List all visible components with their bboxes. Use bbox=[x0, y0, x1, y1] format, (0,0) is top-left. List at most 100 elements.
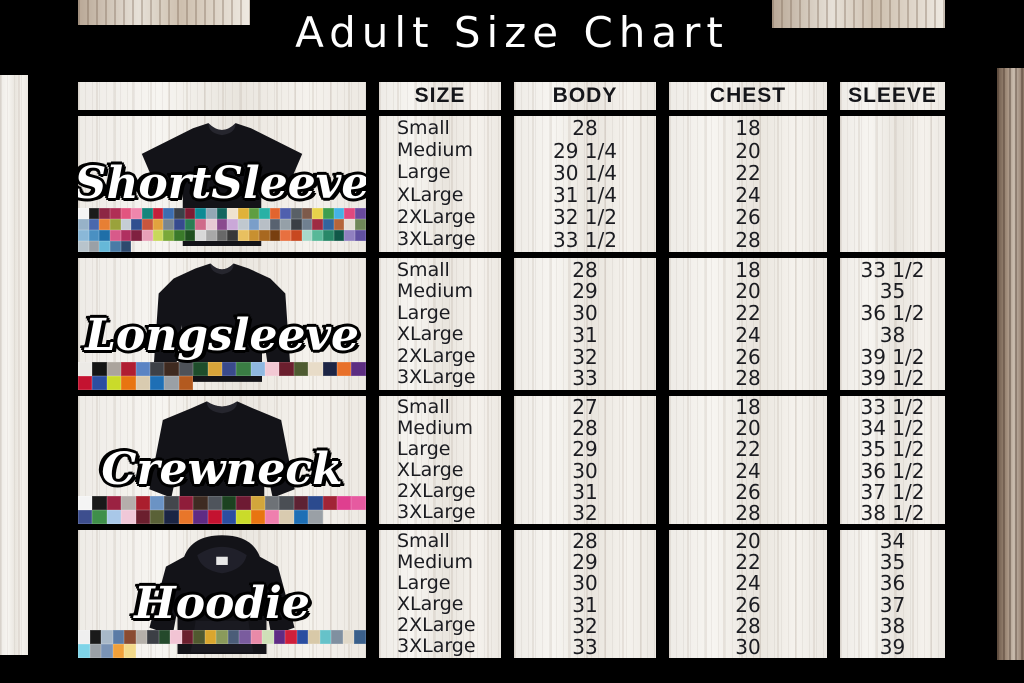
sleeve-value: 35 bbox=[879, 550, 906, 575]
color-swatch bbox=[78, 362, 93, 376]
shortsleeve-chest-cell: 18 20 22 24 26 28 bbox=[669, 116, 827, 252]
color-swatch bbox=[344, 219, 356, 230]
color-swatch bbox=[89, 630, 102, 644]
shortsleeve-sleeve-cell bbox=[840, 116, 945, 252]
longsleeve-size-cell: Small Medium Large XLarge 2XLarge 3XLarge bbox=[379, 258, 501, 390]
color-swatch bbox=[205, 230, 217, 241]
size-value: 3XLarge bbox=[397, 366, 476, 389]
swatch-row bbox=[78, 230, 366, 241]
color-swatch bbox=[280, 208, 292, 219]
size-value: Large bbox=[397, 301, 451, 324]
color-swatch bbox=[106, 496, 122, 510]
tshirt-image bbox=[141, 123, 303, 246]
size-value: Small bbox=[397, 530, 450, 552]
chest-value: 22 bbox=[735, 160, 761, 185]
color-swatch bbox=[250, 496, 266, 510]
color-swatch bbox=[121, 510, 136, 524]
body-value: 29 bbox=[572, 437, 598, 462]
page-title: Adult Size Chart bbox=[295, 7, 729, 57]
color-swatch bbox=[227, 630, 240, 644]
size-value: Medium bbox=[397, 280, 473, 303]
longsleeve-body-cell: 28 29 30 31 32 33 bbox=[514, 258, 656, 390]
color-swatch bbox=[92, 510, 107, 524]
swatch-row bbox=[78, 241, 366, 252]
color-swatch bbox=[273, 630, 286, 644]
color-swatch bbox=[88, 208, 100, 219]
color-swatch bbox=[120, 241, 132, 252]
size-value: XLarge bbox=[397, 323, 464, 346]
color-swatch bbox=[120, 230, 132, 241]
color-swatch bbox=[221, 496, 237, 510]
color-swatch bbox=[120, 219, 132, 230]
size-value: 3XLarge bbox=[397, 501, 476, 523]
color-swatch bbox=[279, 496, 294, 510]
color-swatch bbox=[227, 230, 238, 241]
color-swatch bbox=[131, 219, 142, 230]
color-swatch bbox=[109, 230, 121, 241]
body-value: 27 bbox=[572, 396, 598, 420]
color-swatch bbox=[291, 208, 302, 219]
size-value: Small bbox=[397, 396, 450, 418]
swatch-row bbox=[78, 510, 366, 524]
color-swatch bbox=[322, 496, 338, 510]
color-swatch bbox=[121, 362, 136, 376]
color-swatch bbox=[354, 630, 366, 644]
color-swatch bbox=[124, 644, 136, 658]
color-swatch bbox=[135, 630, 148, 644]
color-swatch bbox=[124, 630, 136, 644]
size-value: 3XLarge bbox=[397, 227, 476, 250]
color-swatch bbox=[216, 208, 228, 219]
color-swatch bbox=[178, 362, 194, 376]
chest-value: 18 bbox=[735, 116, 761, 141]
size-value: XLarge bbox=[397, 183, 464, 206]
color-swatch bbox=[265, 496, 280, 510]
product-label: Crewneck bbox=[101, 444, 343, 495]
color-swatch bbox=[308, 496, 323, 510]
color-swatch bbox=[112, 644, 125, 658]
body-value: 30 bbox=[572, 301, 598, 326]
sleeve-value: 39 1/2 bbox=[860, 366, 925, 390]
sleeve-value: 38 1/2 bbox=[860, 500, 925, 524]
chest-value: 22 bbox=[735, 301, 761, 326]
color-swatch bbox=[269, 219, 281, 230]
color-swatch bbox=[291, 230, 302, 241]
top-right-wood-patch bbox=[772, 0, 945, 28]
chest-value: 20 bbox=[735, 279, 761, 304]
product-cell-hoodie: Hoodie bbox=[78, 530, 366, 658]
body-value: 30 1/4 bbox=[553, 160, 617, 185]
color-swatch bbox=[131, 230, 142, 241]
color-swatch bbox=[248, 230, 260, 241]
color-swatch bbox=[195, 219, 206, 230]
crewneck-body-cell: 27 28 29 30 31 32 bbox=[514, 396, 656, 524]
swatch-row bbox=[78, 219, 366, 230]
size-value: Large bbox=[397, 438, 451, 460]
color-swatch bbox=[207, 496, 222, 510]
size-value: 2XLarge bbox=[397, 614, 476, 636]
body-value: 31 bbox=[572, 592, 598, 617]
sleeve-value: 34 bbox=[879, 530, 906, 554]
color-swatch bbox=[193, 630, 205, 644]
size-value: 2XLarge bbox=[397, 344, 476, 367]
header-sleeve: SLEEVE bbox=[840, 82, 945, 110]
color-swatch bbox=[216, 230, 228, 241]
product-cell-longsleeve: Longsleeve bbox=[78, 258, 366, 390]
color-swatch bbox=[193, 362, 208, 376]
color-swatch bbox=[193, 496, 208, 510]
swatch-row bbox=[78, 376, 366, 390]
sleeve-value: 33 1/2 bbox=[860, 258, 925, 282]
color-swatch bbox=[344, 208, 356, 219]
color-swatch bbox=[279, 362, 294, 376]
color-swatch bbox=[88, 230, 100, 241]
hoodie-size-cell: Small Medium Large XLarge 2XLarge 3XLarge bbox=[379, 530, 501, 658]
color-swatch bbox=[149, 376, 165, 390]
color-swatch bbox=[322, 362, 338, 376]
color-swatch bbox=[280, 219, 292, 230]
sleeve-value: 36 1/2 bbox=[860, 301, 925, 326]
color-swatch bbox=[78, 230, 89, 241]
size-chart-table: SIZE BODY CHEST SLEEVE ShortSleeve Small… bbox=[78, 82, 945, 658]
color-swatch bbox=[323, 219, 334, 230]
product-cell-crewneck: Crewneck bbox=[78, 396, 366, 524]
product-cell-shortsleeve: ShortSleeve bbox=[78, 116, 366, 252]
chest-value: 18 bbox=[735, 258, 761, 282]
color-swatch bbox=[109, 241, 121, 252]
